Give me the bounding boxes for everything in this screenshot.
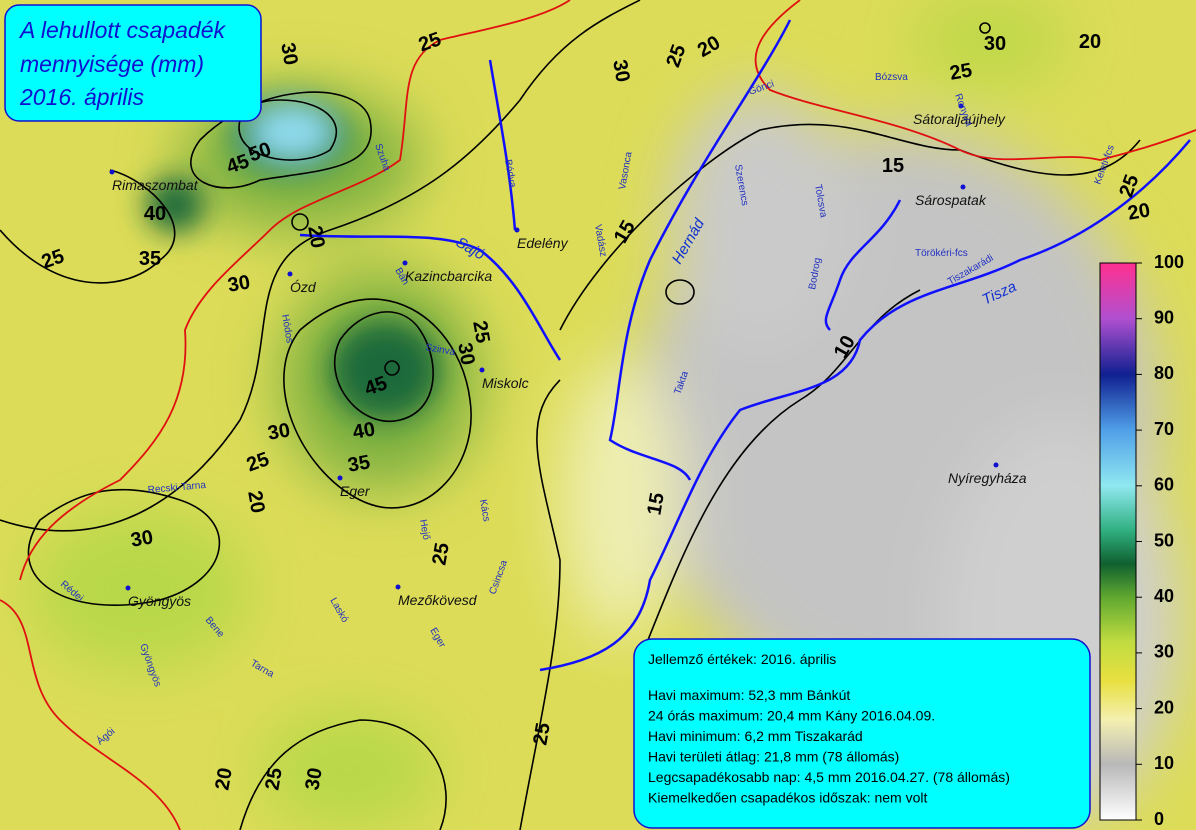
- place-marker: [395, 584, 401, 590]
- contour-label: 20: [243, 489, 269, 515]
- legend-tick-label: 30: [1154, 642, 1174, 662]
- contour-label: 25: [468, 319, 494, 345]
- contour-label: 30: [453, 341, 479, 367]
- contour-label: 30: [608, 58, 634, 84]
- info-line: Kiemelkedően csapadékos időszak: nem vol…: [648, 790, 927, 806]
- river-label: Törökéri-fcs: [915, 248, 968, 259]
- place-marker: [402, 260, 408, 266]
- info-line: Legcsapadékosabb nap: 4,5 mm 2016.04.27.…: [648, 769, 1010, 785]
- info-line: Havi területi átlag: 21,8 mm (78 állomás…: [648, 749, 899, 765]
- contour-label: 25: [428, 541, 454, 567]
- legend-tick-label: 60: [1154, 475, 1174, 495]
- contour-label: 20: [1079, 31, 1101, 53]
- contours: [0, 0, 1141, 830]
- info-line: Havi minimum: 6,2 mm Tiszakarád: [648, 728, 863, 744]
- contour-label: 30: [301, 766, 327, 792]
- legend-tick-label: 20: [1154, 697, 1174, 717]
- contour-label: 20: [211, 766, 237, 792]
- place-label: Sárospatak: [915, 192, 987, 208]
- place-marker: [960, 184, 966, 190]
- title-box: A lehullott csapadék mennyisége (mm) 201…: [4, 4, 262, 122]
- legend-tick-label: 90: [1154, 307, 1174, 327]
- place-label: Sátoraljaújhely: [913, 111, 1006, 127]
- place-label: Eger: [340, 483, 371, 499]
- info-line: 24 órás maximum: 20,4 mm Kány 2016.04.09…: [648, 708, 935, 724]
- title-line: A lehullott csapadék: [18, 17, 227, 43]
- contour-label: 30: [266, 419, 292, 445]
- place-marker: [993, 462, 999, 468]
- contour-label: 35: [346, 451, 372, 477]
- place-label: Rimaszombat: [112, 177, 199, 193]
- place-label: Edelény: [517, 235, 569, 251]
- legend-tick-label: 100: [1154, 252, 1184, 272]
- info-box: Jellemző értékek: 2016. április Havi max…: [633, 638, 1091, 829]
- title-line: mennyisége (mm): [20, 51, 204, 77]
- legend-tick-label: 40: [1154, 586, 1174, 606]
- place-label: Ózd: [290, 279, 317, 295]
- contour-label: 20: [1126, 199, 1152, 225]
- contour-label: 30: [984, 33, 1006, 55]
- place-marker: [514, 227, 520, 233]
- river-label: Kács: [477, 499, 492, 523]
- river-label: Hejő: [417, 519, 431, 542]
- contour-label: 25: [529, 721, 555, 747]
- info-heading: Jellemző értékek: 2016. április: [648, 651, 836, 667]
- contour-label: 40: [351, 418, 377, 444]
- legend: 0 10 20 30 40 50 60 70 80 90 100: [1099, 252, 1184, 829]
- contour-label: 20: [303, 224, 329, 250]
- contour-label: 15: [643, 491, 669, 517]
- river-label: Bódva: [502, 159, 518, 189]
- legend-tick-label: 10: [1154, 753, 1174, 773]
- place-marker: [287, 271, 293, 277]
- river-label: Recski-Tarna: [147, 480, 207, 496]
- title-line: 2016. április: [19, 84, 145, 110]
- legend-tick-label: 0: [1154, 809, 1164, 829]
- place-label: Mezőkövesd: [398, 592, 478, 608]
- contour-label: 30: [129, 526, 155, 552]
- river-label: Hódos: [279, 314, 295, 344]
- info-line: Havi maximum: 52,3 mm Bánkút: [648, 687, 850, 703]
- place-marker: [109, 169, 115, 175]
- place-marker: [479, 367, 485, 373]
- place-label: Kazincbarcika: [405, 268, 492, 284]
- contour-label: 30: [226, 271, 252, 297]
- river-label: Bózsva: [875, 72, 908, 83]
- contour-label: 30: [276, 41, 302, 67]
- river-label: Szinva: [424, 342, 456, 358]
- place-label: Miskolc: [482, 375, 529, 391]
- legend-tick-label: 80: [1154, 363, 1174, 383]
- place-label: Nyíregyháza: [948, 470, 1027, 486]
- legend-tick-label: 50: [1154, 530, 1174, 550]
- rivers: [299, 19, 1191, 672]
- legend-tick-label: 70: [1154, 419, 1174, 439]
- place-marker: [337, 475, 343, 481]
- contour-label: 15: [882, 155, 904, 177]
- contour-label: 40: [144, 203, 166, 225]
- place-marker: [958, 103, 964, 109]
- contour-label: 25: [948, 59, 974, 85]
- place-label: Gyöngyös: [128, 593, 191, 609]
- contour-label: 25: [261, 766, 287, 792]
- contour-label: 35: [139, 248, 161, 270]
- place-marker: [125, 585, 131, 591]
